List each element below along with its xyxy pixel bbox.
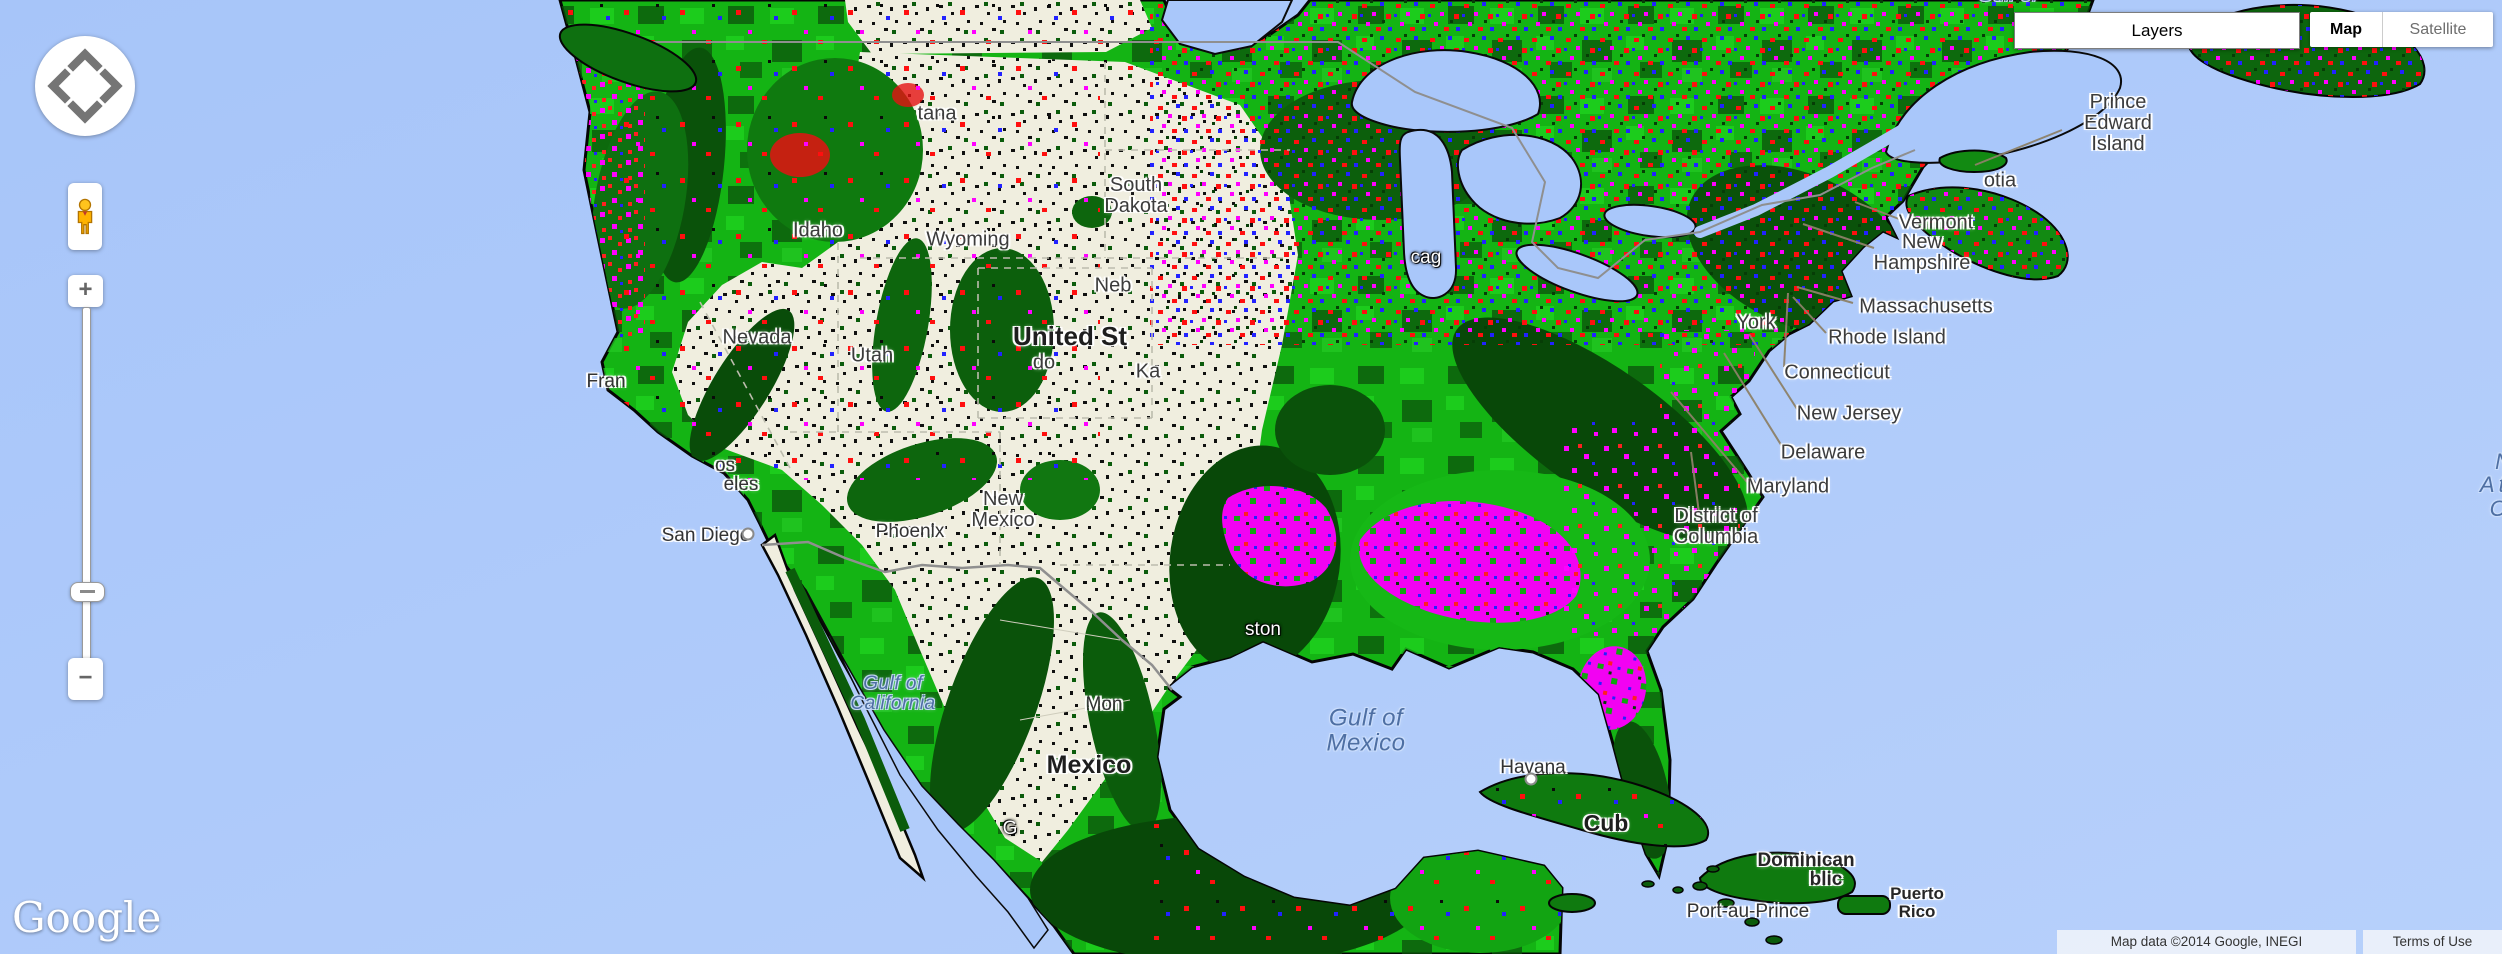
map-type-map-button[interactable]: Map xyxy=(2310,12,2383,47)
pan-left-arrow-icon xyxy=(47,68,71,104)
zoom-slider-handle[interactable] xyxy=(70,582,105,602)
jamaica-shape xyxy=(1548,893,1596,913)
st-lawrence-river xyxy=(1694,122,1912,238)
baja-ridge xyxy=(785,567,910,832)
puerto-rico-shape xyxy=(1837,895,1891,915)
pan-right-arrow-icon xyxy=(99,68,123,104)
pan-arrows-icon xyxy=(47,48,123,124)
gulf-of-california-water xyxy=(765,549,1049,950)
pan-control[interactable] xyxy=(35,36,135,136)
zoom-slider-track[interactable] xyxy=(82,307,91,660)
prince-edward-island-shape xyxy=(1938,149,2008,174)
map-type-toggle: Map Satellite xyxy=(2310,12,2493,47)
pegman-button[interactable] xyxy=(68,183,102,250)
pegman-icon xyxy=(77,198,93,234)
map-type-satellite-button[interactable]: Satellite xyxy=(2409,21,2467,38)
pan-down-arrow-icon xyxy=(67,100,103,124)
james-bay xyxy=(1160,0,1294,56)
map-data-attribution: Map data ©2014 Google, INEGI xyxy=(2057,930,2356,954)
layers-button[interactable]: Layers xyxy=(2014,12,2300,49)
pan-up-arrow-icon xyxy=(67,48,103,72)
zoom-in-button[interactable]: + xyxy=(68,275,103,307)
google-logo[interactable]: Google xyxy=(12,893,162,942)
borders xyxy=(640,41,1916,721)
zoom-out-button[interactable]: − xyxy=(68,658,103,700)
terms-of-use-link[interactable]: Terms of Use xyxy=(2363,930,2502,954)
hispaniola-shape xyxy=(1698,851,1856,905)
